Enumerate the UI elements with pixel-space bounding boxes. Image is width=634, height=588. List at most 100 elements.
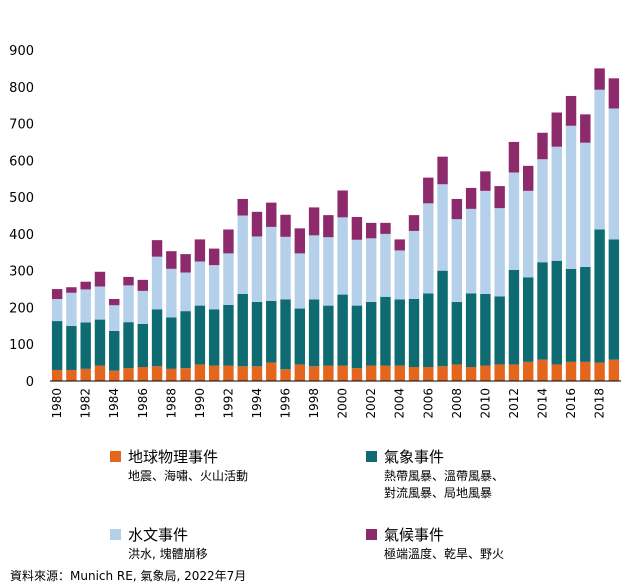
x-tick-label: 2018	[593, 388, 607, 419]
bar-segment-meteorological	[580, 266, 591, 362]
bar-segment-meteorological	[151, 309, 163, 367]
legend-title-meteorological: 氣象事件	[384, 448, 445, 466]
bar-segment-climatological	[437, 156, 448, 185]
bar-segment-meteorological	[351, 305, 363, 369]
bar-segment-meteorological	[166, 317, 177, 369]
bar-segment-meteorological	[380, 296, 391, 366]
bar-segment-climatological	[580, 114, 591, 143]
bar-segment-hydrological	[151, 256, 163, 310]
bar-segment-hydrological	[465, 208, 477, 294]
bar-segment-geophysical	[166, 368, 177, 381]
bar-segment-meteorological	[66, 325, 77, 370]
bar-segment-meteorological	[551, 260, 562, 365]
bar-segment-hydrological	[480, 190, 491, 294]
bar-segment-geophysical	[66, 369, 77, 381]
bar-segment-climatological	[480, 171, 491, 191]
bar-segment-climatological	[351, 216, 363, 240]
bar-segment-geophysical	[94, 365, 106, 381]
x-tick-label: 1988	[164, 388, 178, 419]
bar-segment-hydrological	[266, 226, 277, 301]
bar-segment-hydrological	[451, 219, 463, 302]
x-tick-label: 1990	[193, 388, 207, 419]
bar-segment-hydrological	[294, 253, 306, 309]
bar-segment-geophysical	[523, 361, 534, 381]
bar-segment-hydrological	[380, 233, 391, 297]
bar-segment-geophysical	[380, 365, 391, 381]
y-tick-label: 700	[9, 118, 34, 133]
bar-segment-geophysical	[565, 361, 577, 381]
bar-segment-geophysical	[51, 369, 63, 381]
bar-segment-geophysical	[294, 364, 306, 381]
bar-segment-geophysical	[437, 366, 448, 381]
bar-segment-hydrological	[523, 190, 534, 278]
bar-segment-geophysical	[251, 366, 263, 381]
bar-segment-climatological	[123, 276, 134, 286]
legend-desc-meteorological-line2: 對流風暴、局地風暴	[384, 486, 493, 500]
x-tick-label: 2002	[364, 388, 378, 419]
bar-segment-geophysical	[365, 365, 377, 381]
bar-segment-meteorological	[494, 296, 505, 365]
bar-segment-geophysical	[323, 365, 334, 381]
bar-segment-geophysical	[308, 366, 320, 381]
bar-segment-climatological	[251, 211, 263, 237]
bar-segment-meteorological	[465, 293, 477, 368]
bar-segment-climatological	[565, 95, 577, 126]
bar-segment-meteorological	[323, 305, 334, 366]
legend-desc-meteorological-line1: 熱帶風暴、溫帶風暴、	[384, 469, 505, 483]
bar-segment-climatological	[537, 132, 548, 160]
bar-segment-climatological	[180, 254, 191, 273]
bar-segment-climatological	[394, 239, 405, 251]
bar-segment-geophysical	[109, 370, 120, 381]
y-tick-label: 300	[9, 265, 34, 280]
bar-segment-hydrological	[251, 236, 263, 302]
bar-segment-climatological	[408, 215, 420, 231]
bar-segment-geophysical	[494, 364, 505, 381]
bar-segment-hydrological	[608, 108, 620, 240]
bar-segment-meteorological	[423, 293, 434, 368]
legend-desc-geophysical: 地震、海嘯、火山活動	[128, 469, 249, 483]
bar-segment-meteorological	[480, 293, 491, 366]
bar-segment-climatological	[523, 165, 534, 191]
legend-swatch-geophysical	[110, 451, 121, 462]
legend-swatch-climatological	[366, 529, 377, 540]
bar-segment-hydrological	[551, 146, 562, 261]
bar-segment-climatological	[80, 281, 91, 290]
bar-segment-hydrological	[565, 125, 577, 269]
bar-segment-climatological	[51, 289, 63, 299]
bar-segment-geophysical	[551, 364, 562, 381]
x-tick-label: 1982	[79, 388, 93, 419]
bar-segment-geophysical	[137, 367, 148, 381]
source-note: 資料來源：Munich RE, 氣象局, 2022年7月	[10, 569, 247, 583]
y-tick-label: 500	[9, 191, 34, 206]
bar-segment-climatological	[237, 198, 248, 216]
bar-segment-meteorological	[308, 299, 320, 367]
bar-segment-climatological	[494, 186, 505, 209]
bar-segment-climatological	[280, 214, 291, 237]
bar-segment-geophysical	[537, 359, 548, 381]
bar-segment-hydrological	[308, 235, 320, 300]
bar-segment-hydrological	[394, 250, 405, 300]
bar-segment-meteorological	[594, 229, 605, 363]
bar-segment-hydrological	[408, 230, 420, 299]
bar-segment-meteorological	[51, 321, 63, 370]
bar-segment-geophysical	[451, 364, 463, 381]
bar-segment-meteorological	[280, 299, 291, 370]
bar-segment-meteorological	[394, 299, 405, 366]
bar-segment-meteorological	[408, 298, 420, 368]
bar-segment-meteorological	[180, 311, 191, 369]
bar-segment-hydrological	[137, 290, 148, 324]
legend-title-geophysical: 地球物理事件	[128, 448, 219, 466]
x-tick-label: 1994	[250, 388, 264, 419]
x-tick-label: 2014	[535, 388, 549, 419]
bar-segment-hydrological	[323, 237, 334, 306]
bar-segment-meteorological	[608, 239, 620, 360]
bar-segment-meteorological	[451, 301, 463, 365]
y-tick-label: 400	[9, 228, 34, 243]
x-tick-label: 2004	[393, 388, 407, 419]
bar-segment-meteorological	[523, 277, 534, 362]
bar-segment-hydrological	[208, 265, 220, 310]
bar-segment-meteorological	[365, 301, 377, 366]
bar-segment-meteorological	[194, 305, 206, 365]
bar-segment-hydrological	[423, 203, 434, 294]
